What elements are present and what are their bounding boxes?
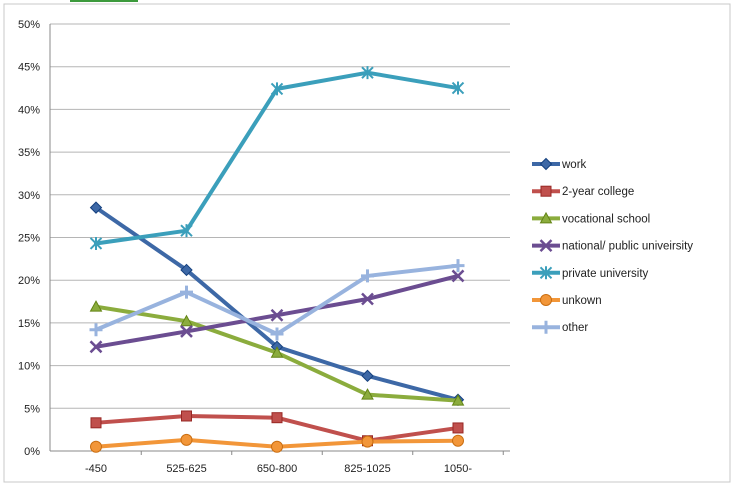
x-tick-label: 650-800 xyxy=(257,463,297,475)
legend-item-other: other xyxy=(532,320,588,334)
legend-marker xyxy=(539,320,553,334)
data-point-national-public-univeirsity xyxy=(451,269,465,283)
series-other xyxy=(89,259,465,341)
y-tick-label: 45% xyxy=(18,62,40,74)
data-point-private-university xyxy=(451,81,465,95)
data-point-private-university xyxy=(361,66,374,80)
legend-item-private-university: private university xyxy=(532,266,649,280)
data-point-national-public-univeirsity xyxy=(270,308,284,322)
data-point-vocational-school xyxy=(361,388,374,400)
data-point-2-year-college xyxy=(271,412,283,424)
data-point-other xyxy=(270,327,284,341)
data-point-unkown xyxy=(90,440,102,453)
plot-border xyxy=(3,3,731,483)
legend-marker xyxy=(539,239,553,252)
data-point-work xyxy=(361,369,374,383)
legend-label: unkown xyxy=(562,295,602,307)
data-point-other xyxy=(89,323,103,337)
data-point-other xyxy=(180,285,193,299)
data-point-private-university xyxy=(180,224,193,238)
y-axis: 0% 5% 10% 15% 20% 25% 30% 35% 40% 45% 50% xyxy=(18,19,51,458)
series-private-university xyxy=(89,66,465,250)
data-point-vocational-school xyxy=(451,394,465,406)
legend: work 2-year college vocational school natio… xyxy=(532,157,693,334)
data-point-work xyxy=(180,263,193,277)
data-point-unkown xyxy=(271,440,283,453)
legend-item-2-year-college: 2-year college xyxy=(532,185,634,198)
x-axis: -450 525-625 650-800 825-1025 1050- xyxy=(85,451,504,475)
y-tick-label: 20% xyxy=(18,275,40,287)
series-national-public-univeirsity xyxy=(89,269,465,354)
y-tick-label: 5% xyxy=(24,403,40,415)
y-tick-label: 0% xyxy=(24,446,40,458)
legend-item-vocational-school: vocational school xyxy=(532,211,650,225)
data-point-2-year-college xyxy=(452,422,464,434)
x-tick-label: 825-1025 xyxy=(344,463,391,475)
y-tick-label: 40% xyxy=(18,104,40,116)
data-point-vocational-school xyxy=(89,300,103,312)
data-point-unkown xyxy=(452,434,464,447)
data-point-work xyxy=(89,201,103,214)
legend-marker xyxy=(539,211,553,224)
data-point-vocational-school xyxy=(180,314,193,327)
legend-marker xyxy=(540,294,552,306)
series-unkown xyxy=(90,433,464,453)
y-tick-label: 30% xyxy=(18,190,40,202)
series-vocational-school xyxy=(89,300,465,406)
data-point-national-public-univeirsity xyxy=(180,325,193,338)
legend-item-national-public-univeirsity: national/ public univeirsity xyxy=(532,239,693,253)
data-point-other xyxy=(361,269,374,283)
x-tick-label: 1050- xyxy=(444,463,472,475)
legend-marker xyxy=(540,185,552,197)
data-point-2-year-college xyxy=(181,410,192,422)
legend-label: national/ public univeirsity xyxy=(562,241,693,253)
data-point-2-year-college xyxy=(90,417,102,429)
legend-label: 2-year college xyxy=(562,186,634,198)
data-point-national-public-univeirsity xyxy=(89,340,103,354)
legend-label: other xyxy=(562,322,588,334)
y-tick-label: 25% xyxy=(18,233,40,245)
data-point-private-university xyxy=(89,236,103,250)
x-tick-label: 525-625 xyxy=(166,463,206,475)
legend-item-unkown: unkown xyxy=(532,294,602,307)
legend-marker xyxy=(539,157,553,171)
data-point-private-university xyxy=(270,82,284,96)
data-point-unkown xyxy=(180,433,193,446)
title-underline-fragment xyxy=(70,0,138,2)
data-point-unkown xyxy=(361,435,374,448)
y-tick-label: 50% xyxy=(18,19,40,31)
y-tick-label: 35% xyxy=(18,147,40,159)
data-point-other xyxy=(451,259,465,273)
legend-label: vocational school xyxy=(562,213,650,225)
legend-marker xyxy=(539,266,553,280)
legend-item-work: work xyxy=(532,157,587,171)
legend-label: work xyxy=(561,159,587,171)
x-tick-label: -450 xyxy=(85,463,107,475)
data-point-national-public-univeirsity xyxy=(361,292,374,306)
legend-label: private university xyxy=(562,268,649,280)
y-tick-label: 10% xyxy=(18,361,40,373)
data-point-vocational-school xyxy=(270,346,284,358)
y-tick-label: 15% xyxy=(18,318,40,330)
series-lines xyxy=(89,66,465,453)
gridlines xyxy=(50,23,510,452)
